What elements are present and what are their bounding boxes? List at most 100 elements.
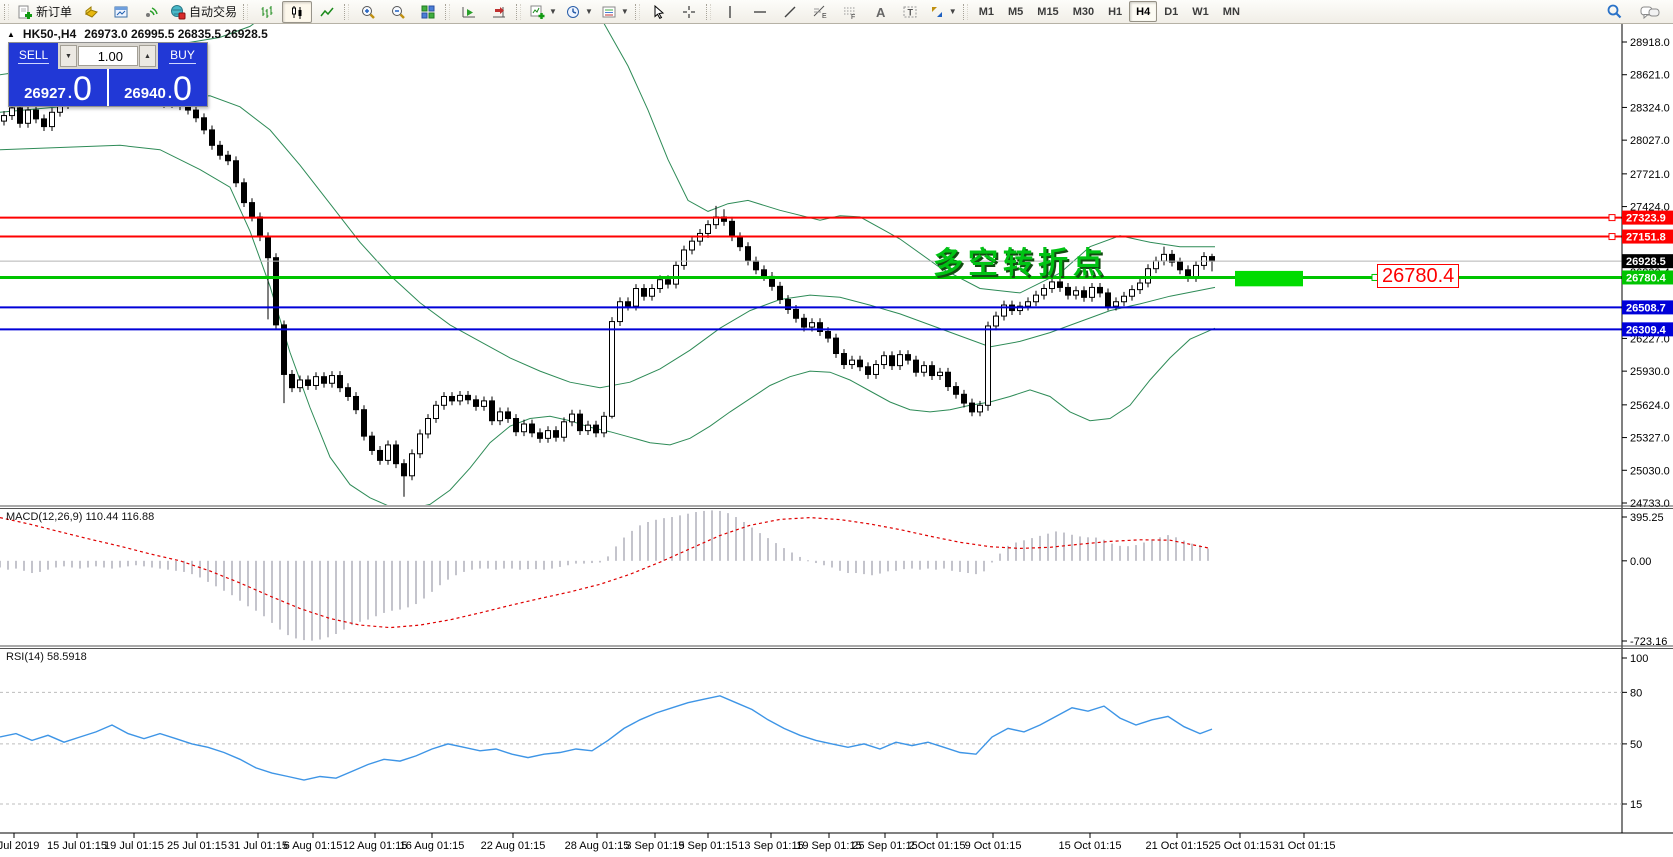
auto-trading-label: 自动交易 bbox=[189, 5, 238, 19]
chevron-down-icon[interactable]: ▼ bbox=[549, 7, 557, 16]
fibonacci-button[interactable]: E bbox=[805, 1, 835, 23]
svg-text:31 Jul 01:15: 31 Jul 01:15 bbox=[228, 840, 288, 852]
line-chart-icon bbox=[319, 4, 335, 20]
sell-button[interactable]: SELL bbox=[9, 43, 58, 69]
toolbar-group-handle[interactable] bbox=[516, 3, 522, 20]
toolbar-group-handle[interactable] bbox=[705, 3, 711, 20]
svg-text:26928.5: 26928.5 bbox=[1626, 256, 1666, 268]
svg-text:15: 15 bbox=[1630, 799, 1642, 811]
svg-text:12 Aug 01:15: 12 Aug 01:15 bbox=[343, 840, 408, 852]
timeframe-d1-button[interactable]: D1 bbox=[1164, 5, 1179, 18]
macd-current-values: 110.44 116.88 bbox=[85, 511, 155, 523]
toolbar-group-handle[interactable] bbox=[445, 3, 451, 20]
label-button[interactable]: T bbox=[895, 1, 925, 23]
new-chart-icon bbox=[529, 4, 545, 20]
tile-windows-icon bbox=[420, 4, 436, 20]
bar-chart-button[interactable] bbox=[252, 1, 282, 23]
chevron-down-icon[interactable]: ▼ bbox=[948, 7, 957, 16]
text-icon: A bbox=[872, 4, 888, 20]
market-watch-button[interactable] bbox=[76, 1, 106, 23]
cursor-button[interactable] bbox=[644, 1, 674, 23]
svg-text:25 Sep 01:15: 25 Sep 01:15 bbox=[852, 840, 917, 852]
candlestick-button[interactable] bbox=[282, 0, 313, 23]
buy-button[interactable]: BUY bbox=[158, 43, 207, 69]
timeframe-m1-button[interactable]: M1 bbox=[978, 5, 994, 18]
svg-text:T: T bbox=[907, 7, 913, 17]
svg-text:15 Jul 01:15: 15 Jul 01:15 bbox=[47, 840, 107, 852]
buy-price-big-digit: 0 bbox=[172, 70, 192, 109]
toolbar-group-handle[interactable] bbox=[344, 3, 350, 20]
chat-button[interactable] bbox=[1635, 1, 1665, 23]
svg-text:6 Aug 01:15: 6 Aug 01:15 bbox=[284, 840, 343, 852]
label-icon: T bbox=[902, 4, 918, 20]
svg-text:25327.0: 25327.0 bbox=[1630, 433, 1670, 445]
collapse-panel-icon[interactable]: ▲ bbox=[7, 29, 15, 39]
crosshair-button[interactable] bbox=[674, 1, 704, 23]
buy-price-main: 26940 bbox=[124, 85, 166, 102]
price-tag-label[interactable]: 26780.4 bbox=[1377, 264, 1460, 288]
timeframe-h4-button[interactable]: H4 bbox=[1129, 1, 1158, 22]
chart-shift-icon bbox=[491, 4, 507, 20]
svg-text:28 Aug 01:15: 28 Aug 01:15 bbox=[565, 840, 630, 852]
chart-shift-button[interactable] bbox=[484, 1, 514, 23]
auto-scroll-button[interactable] bbox=[454, 1, 484, 23]
svg-text:27721.0: 27721.0 bbox=[1630, 169, 1670, 181]
trendline-button[interactable] bbox=[775, 1, 805, 23]
sell-price-display[interactable]: 26927 . 0 bbox=[9, 69, 107, 106]
toolbar-group-handle[interactable] bbox=[634, 3, 640, 20]
new-chart-button[interactable]: ▼ bbox=[525, 1, 561, 23]
data-window-button[interactable] bbox=[106, 1, 136, 23]
svg-text:19 Jul 01:15: 19 Jul 01:15 bbox=[104, 840, 164, 852]
volume-increase-button[interactable]: ▲ bbox=[139, 45, 156, 67]
arrows-button[interactable]: ▼ bbox=[925, 1, 961, 23]
volume-input[interactable]: 1.00 bbox=[78, 46, 138, 66]
timeframe-w1-button[interactable]: W1 bbox=[1192, 5, 1209, 18]
timeframe-mn-button[interactable]: MN bbox=[1222, 5, 1240, 18]
profiles-button[interactable]: ▼ bbox=[561, 1, 597, 23]
timeframe-m15-button[interactable]: M15 bbox=[1037, 5, 1059, 18]
line-chart-button[interactable] bbox=[312, 1, 342, 23]
svg-text:9 Jul 2019: 9 Jul 2019 bbox=[0, 840, 39, 852]
tile-windows-button[interactable] bbox=[413, 1, 443, 23]
volume-decrease-button[interactable]: ▼ bbox=[60, 45, 77, 67]
zoom-in-button[interactable] bbox=[353, 1, 383, 23]
buy-price-display[interactable]: 26940 . 0 bbox=[109, 69, 207, 106]
svg-text:F: F bbox=[851, 14, 855, 20]
timeframe-m30-button[interactable]: M30 bbox=[1072, 5, 1095, 18]
svg-text:25 Oct 01:15: 25 Oct 01:15 bbox=[1209, 840, 1272, 852]
new-order-button[interactable]: 新订单 bbox=[13, 1, 76, 23]
svg-text:A: A bbox=[876, 5, 886, 20]
auto-scroll-icon bbox=[461, 4, 477, 20]
toolbar-group-handle[interactable] bbox=[962, 3, 968, 20]
svg-text:21 Oct 01:15: 21 Oct 01:15 bbox=[1146, 840, 1209, 852]
zoom-out-button[interactable] bbox=[383, 1, 413, 23]
hline-button[interactable] bbox=[745, 1, 775, 23]
toolbar-group-handle[interactable] bbox=[243, 3, 249, 20]
new-order-label: 新订单 bbox=[36, 5, 73, 19]
new-order-icon bbox=[17, 4, 33, 20]
vline-button[interactable] bbox=[715, 1, 745, 23]
timeframe-m5-button[interactable]: M5 bbox=[1008, 5, 1024, 18]
svg-text:26780.4: 26780.4 bbox=[1626, 272, 1667, 284]
chart-text-annotation[interactable]: 多空转折点 bbox=[933, 247, 1108, 280]
svg-text:3 Sep 01:15: 3 Sep 01:15 bbox=[625, 840, 684, 852]
svg-text:E: E bbox=[822, 13, 827, 20]
toolbar-group-handle[interactable] bbox=[4, 3, 9, 20]
svg-text:9 Sep 01:15: 9 Sep 01:15 bbox=[678, 840, 737, 852]
equidistant-button[interactable]: F bbox=[835, 1, 865, 23]
search-button[interactable] bbox=[1599, 1, 1629, 23]
toolbar-right-icons bbox=[1599, 1, 1671, 23]
chevron-down-icon[interactable]: ▼ bbox=[620, 7, 629, 16]
data-window-icon bbox=[113, 4, 129, 20]
signal-button[interactable] bbox=[136, 1, 166, 23]
auto-trading-button[interactable]: 自动交易 bbox=[166, 1, 241, 23]
svg-text:26508.7: 26508.7 bbox=[1626, 302, 1666, 314]
svg-text:19 Sep 01:15: 19 Sep 01:15 bbox=[796, 840, 861, 852]
timeframe-h1-button[interactable]: H1 bbox=[1108, 5, 1123, 18]
chevron-down-icon[interactable]: ▼ bbox=[584, 7, 593, 16]
arrows-icon bbox=[929, 4, 945, 20]
sell-price-big-digit: 0 bbox=[72, 70, 92, 109]
text-button[interactable]: A bbox=[865, 1, 895, 23]
templates-button[interactable]: ▼ bbox=[597, 1, 633, 23]
